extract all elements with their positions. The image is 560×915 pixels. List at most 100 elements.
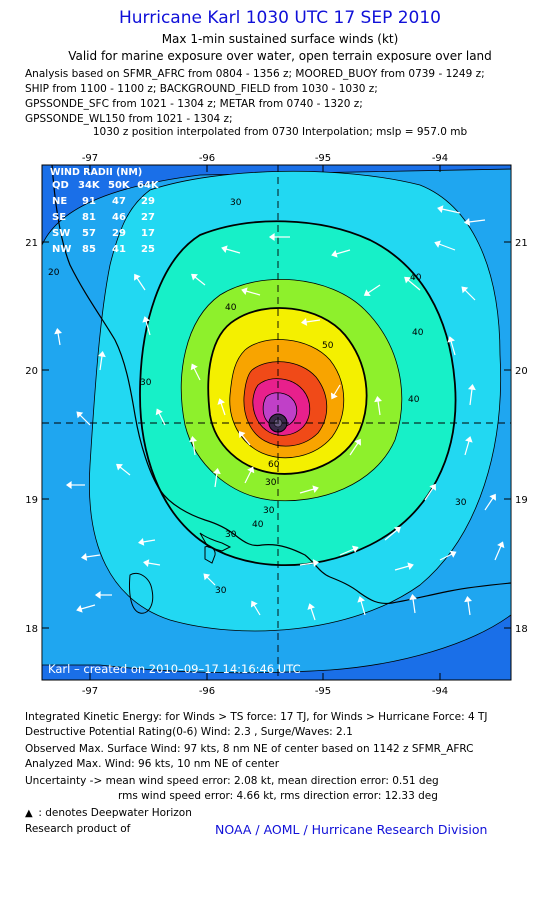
wind-arrow-head [268,233,275,241]
contour-label: 30 [265,478,277,488]
wind-arrow-head [447,336,455,343]
lat-tick-label: 21 [515,238,528,249]
wind-radii-cell: 91 [82,196,96,207]
wind-arrow-head [203,573,211,581]
wind-arrow [142,539,156,543]
wind-arrow [214,472,218,488]
wind-radii-title: WIND RADII (NM) [50,167,142,178]
wind-arrow-head [307,603,315,610]
longitude-axis-bottom: -97 -96 -95 -94 [82,686,448,697]
wind-arrow-head [434,240,441,248]
wind-arrow-head [409,594,417,601]
wind-vectors [54,205,505,621]
wind-arrow-head [331,250,338,258]
contour-labels: 20 30 30 30 30 40 40 40 40 50 60 30 30 30 40 [48,198,467,596]
wind-arrow-head [191,273,198,281]
wind-arrow [193,367,201,381]
wind-radii-cell: 29 [112,228,126,239]
wind-arrow-head [464,596,472,603]
deepwater-horizon-icon: ▲ [25,808,33,819]
wind-arrow [99,355,103,371]
wind-arrow [469,388,473,406]
credit-link[interactable]: NOAA / AOML / Hurricane Research Divisio… [215,822,488,837]
wind-arrow-head [76,605,83,613]
wind-radii-cell: NE [52,196,67,207]
wind-arrow-head [468,383,476,391]
wind-arrow [494,545,502,561]
wind-arrow-head [301,318,308,326]
wind-arrow-head [374,396,382,403]
wind-arrow [85,554,101,558]
contour-label: 40 [410,273,422,283]
axis-ticks [42,165,511,680]
lon-tick-label: -97 [82,153,98,164]
wind-arrow-head [429,483,436,491]
wind-radii-cell: 85 [82,244,96,255]
uncertainty-rms-line: rms wind speed error: 4.66 kt, rms direc… [118,790,438,802]
wind-radii-table: WIND RADII (NM) QD 34K 50K 64K NE 91 47 … [50,167,160,255]
wind-arrow-head [449,550,457,558]
ike-line: Integrated Kinetic Energy: for Winds > T… [25,711,488,723]
wind-arrow [394,565,410,571]
wind-arrow-head [463,218,471,226]
wind-arrow [310,607,316,621]
contour-label: 50 [322,341,334,351]
wind-arrow [206,576,216,586]
wind-arrow [360,600,366,616]
wind-arrow-head [437,205,444,213]
research-line: Research product of [25,823,131,835]
analysis-sources: Analysis based on SFMR_AFRC from 0804 - … [25,67,485,127]
wind-arrow [253,604,261,616]
wind-arrow-head [76,411,84,419]
wind-radii-cell: 27 [141,212,155,223]
contour-label: 20 [48,268,60,278]
wind-arrow-head [407,562,414,570]
lon-tick-label: -94 [432,686,448,697]
lat-tick-label: 21 [25,238,38,249]
wind-arrow-head [213,468,221,475]
wind-arrow-head [116,463,123,471]
created-stamp: Karl – created on 2010–09–17 14:16:46 UT… [48,662,301,676]
wind-arrow-head [461,286,469,294]
wind-radii-cell: NW [52,244,71,255]
wind-arrow [299,488,315,494]
analysis-line: SHIP from 1100 - 1100 z; BACKGROUND_FIEL… [25,83,378,95]
contour-label: 60 [268,460,280,470]
wind-radii-cell: 46 [112,212,126,223]
wind-radii-header: 64K [137,180,160,191]
analyzed-max-line: Analyzed Max. Wind: 96 kts, 10 nm NE of … [25,758,280,770]
wind-arrow-head [190,363,198,371]
wind-arrow [335,249,351,255]
wind-contours: 20 30 30 30 30 40 40 40 40 50 60 30 30 30 40 WIND RADI… [42,165,511,680]
contour-label: 30 [215,586,227,596]
lake-outline [204,546,216,564]
position-line: 1030 z position interpolated from 0730 I… [92,126,468,138]
wind-arrow [439,553,453,561]
contour-label: 30 [263,506,275,516]
legend-text: : denotes Deepwater Horizon [38,807,192,819]
wind-arrow-head [142,316,150,323]
wind-arrow-head [312,559,319,567]
wind-arrow-head [351,545,359,553]
wind-arrow [367,284,381,294]
latitude-axis-right: 21 20 19 18 [515,238,528,635]
lat-tick-label: 19 [515,495,528,506]
wind-arrow-head [250,600,258,608]
wind-arrow-head [241,287,248,295]
lon-tick-label: -96 [199,153,215,164]
wind-arrow-head [98,351,106,358]
wind-arrow [349,442,359,456]
wind-arrow [464,289,476,301]
map-title: Hurricane Karl 1030 UTC 17 SEP 2010 [118,8,441,28]
wind-arrow [484,497,494,511]
wind-arrow-head [94,591,101,599]
wind-arrow [158,412,166,426]
wind-radii-cell: SE [52,212,66,223]
contour-label: 40 [225,303,237,313]
wind-arrow-head [134,273,141,281]
wind-arrow [468,219,486,223]
contour-label: 30 [225,530,237,540]
lon-tick-label: -97 [82,686,98,697]
coastline [51,165,511,605]
contour-label: 30 [230,198,242,208]
